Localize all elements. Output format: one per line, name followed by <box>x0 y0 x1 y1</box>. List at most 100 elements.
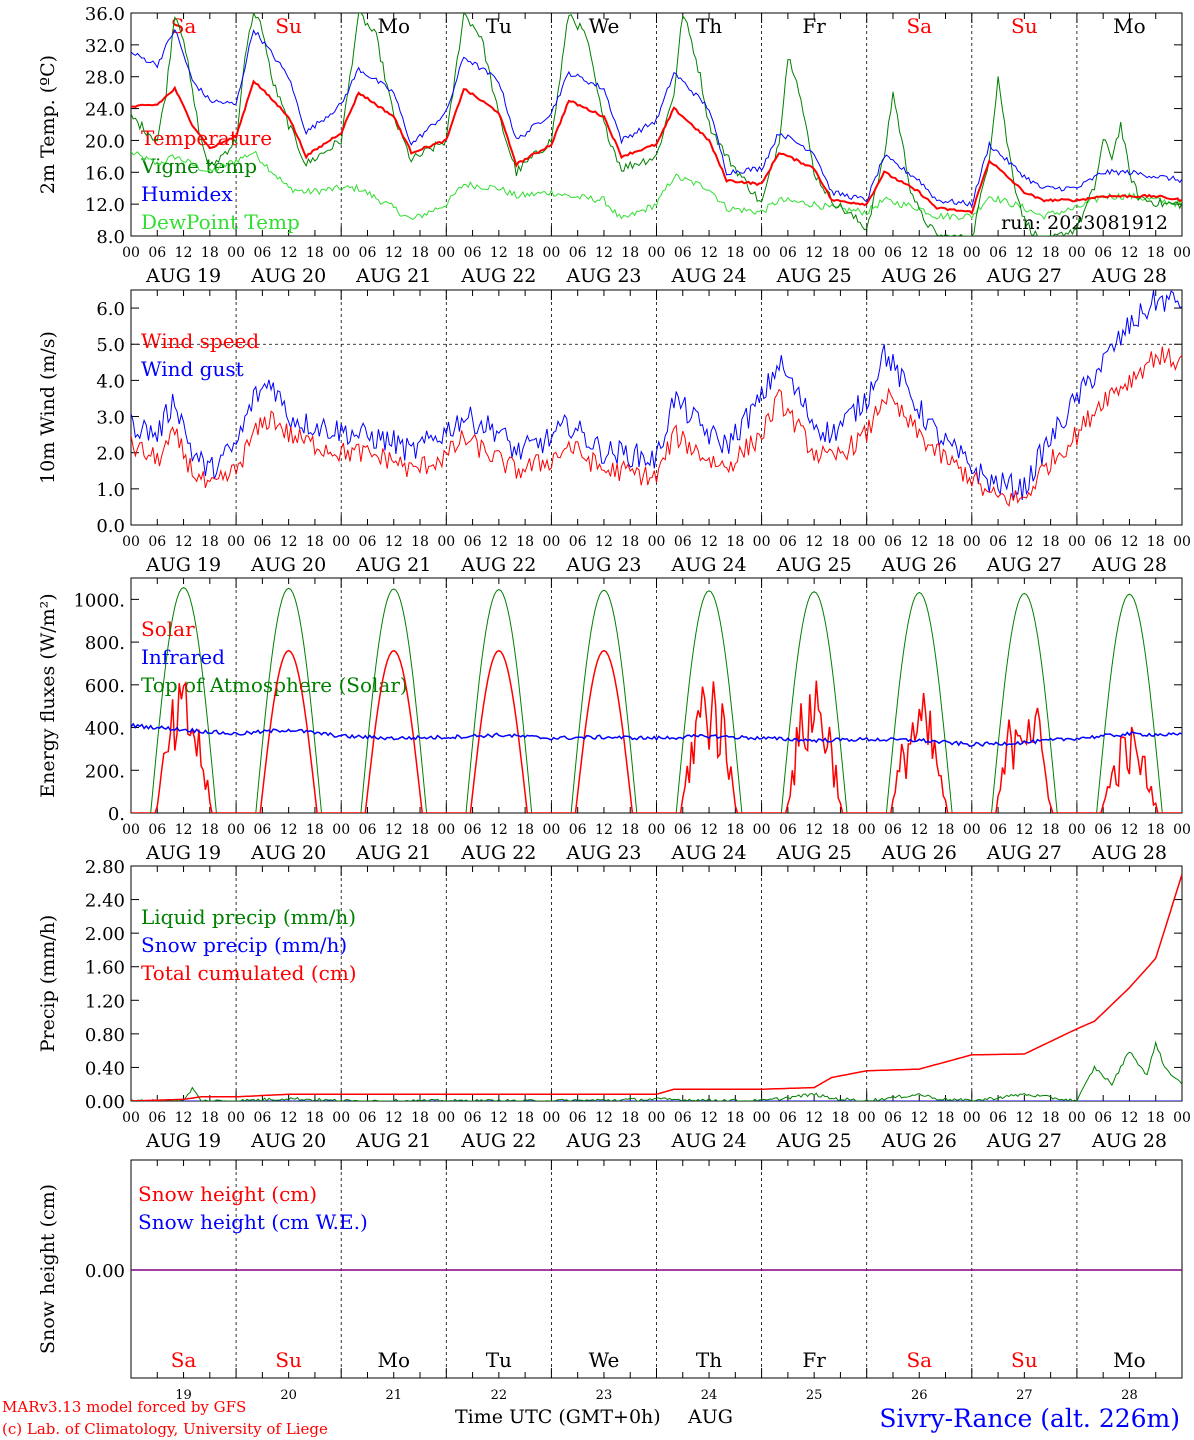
hour-tick-label: 18 <box>201 534 219 550</box>
y-tick-label: 0.0 <box>96 516 125 537</box>
hour-tick-label: 00 <box>122 822 140 838</box>
y-tick-label: 1.60 <box>85 958 125 979</box>
hour-tick-label: 18 <box>832 534 850 550</box>
y-tick-label: 24.0 <box>85 100 125 121</box>
hour-tick-label: 00 <box>648 822 666 838</box>
date-label: AUG 25 <box>776 265 852 287</box>
x-axis-label: Time UTC (GMT+0h) <box>455 1406 661 1428</box>
y-tick-label: 1000. <box>73 590 125 611</box>
hour-tick-label: 18 <box>621 1110 639 1126</box>
legend-entry: Vigne temp <box>140 154 257 178</box>
weekday-label: We <box>589 1348 620 1372</box>
hour-tick-label: 12 <box>1121 534 1139 550</box>
hour-tick-label: 00 <box>858 1110 876 1126</box>
hour-tick-label: 06 <box>884 1110 902 1126</box>
y-tick-label: 200. <box>85 761 125 782</box>
weekday-label: Su <box>275 1348 302 1372</box>
plot-frame <box>130 12 1183 237</box>
hour-tick-label: 18 <box>726 822 744 838</box>
date-label: AUG 25 <box>776 554 852 576</box>
date-label: AUG 20 <box>250 842 326 864</box>
hour-tick-label: 12 <box>490 245 508 261</box>
hour-tick-label: 18 <box>1042 245 1060 261</box>
hour-tick-label: 06 <box>359 245 377 261</box>
hour-tick-label: 12 <box>595 245 613 261</box>
hour-tick-label: 18 <box>306 245 324 261</box>
series-line <box>131 290 1182 501</box>
date-label: AUG 20 <box>250 1130 326 1152</box>
hour-tick-label: 18 <box>832 245 850 261</box>
y-tick-label: 4.0 <box>96 371 125 392</box>
hour-tick-label: 06 <box>148 534 166 550</box>
hour-tick-label: 06 <box>989 245 1007 261</box>
date-label: AUG 25 <box>776 842 852 864</box>
hour-tick-label: 00 <box>542 822 560 838</box>
y-tick-label: 16.0 <box>85 163 125 184</box>
hour-tick-label: 00 <box>858 534 876 550</box>
hour-tick-label: 18 <box>726 1110 744 1126</box>
series-total-cumulated-cm- <box>131 874 1182 1101</box>
hour-tick-label: 00 <box>753 245 771 261</box>
y-tick-label: 800. <box>85 633 125 654</box>
date-label: AUG 23 <box>565 842 641 864</box>
hour-tick-label: 06 <box>779 534 797 550</box>
y-axis-label: Energy fluxes (W/m²) <box>37 593 59 797</box>
series-humidex <box>131 28 1182 208</box>
hour-tick-label: 12 <box>175 245 193 261</box>
date-label: AUG 28 <box>1091 265 1167 287</box>
hour-tick-label: 00 <box>542 245 560 261</box>
legend-entry: Wind gust <box>141 357 244 381</box>
y-tick-label: 6.0 <box>96 299 125 320</box>
hour-tick-label: 12 <box>1015 822 1033 838</box>
y-tick-label: 20.0 <box>85 131 125 152</box>
hour-tick-label: 18 <box>1147 1110 1165 1126</box>
hour-tick-label: 18 <box>411 245 429 261</box>
hour-tick-label: 18 <box>937 1110 955 1126</box>
hour-tick-label: 06 <box>253 245 271 261</box>
hour-tick-label: 12 <box>805 822 823 838</box>
hour-tick-label: 18 <box>1147 822 1165 838</box>
date-label: AUG 28 <box>1091 1130 1167 1152</box>
day-number-label: 26 <box>911 1388 928 1403</box>
hour-tick-label: 00 <box>122 245 140 261</box>
hour-tick-label: 00 <box>648 1110 666 1126</box>
weekday-label: Fr <box>802 1348 826 1372</box>
hour-tick-label: 06 <box>464 822 482 838</box>
y-tick-label: 2.80 <box>85 857 125 878</box>
hour-tick-label: 06 <box>674 822 692 838</box>
hour-tick-label: 18 <box>411 1110 429 1126</box>
date-label: AUG 24 <box>670 554 746 576</box>
panel-3: 0. 200. 400. 600. 800. 1000. 00 06 12 18 00 06 12 18 0… <box>37 577 1191 864</box>
hour-tick-label: 12 <box>700 534 718 550</box>
hour-tick-label: 06 <box>359 822 377 838</box>
hour-tick-label: 06 <box>1094 1110 1112 1126</box>
hour-tick-label: 06 <box>1094 822 1112 838</box>
date-label: AUG 23 <box>565 554 641 576</box>
hour-tick-label: 18 <box>201 1110 219 1126</box>
legend-entry: Temperature <box>141 126 272 150</box>
hour-tick-label: 12 <box>1015 245 1033 261</box>
hour-tick-label: 00 <box>332 1110 350 1126</box>
y-tick-label: 5.0 <box>96 335 125 356</box>
y-axis-label: 10m Wind (m/s) <box>37 331 59 484</box>
hour-tick-label: 12 <box>1015 1110 1033 1126</box>
hour-tick-label: 12 <box>910 822 928 838</box>
hour-tick-label: 00 <box>332 245 350 261</box>
hour-tick-label: 18 <box>832 822 850 838</box>
hour-tick-label: 18 <box>937 534 955 550</box>
hour-tick-label: 18 <box>516 1110 534 1126</box>
hour-tick-label: 18 <box>516 822 534 838</box>
weekday-label: Th <box>696 1348 722 1372</box>
hour-tick-label: 00 <box>227 822 245 838</box>
hour-tick-label: 18 <box>201 245 219 261</box>
legend-entry: Liquid precip (mm/h) <box>141 905 356 929</box>
hour-tick-label: 12 <box>280 534 298 550</box>
hour-tick-label: 12 <box>490 534 508 550</box>
hour-tick-label: 12 <box>385 822 403 838</box>
legend-entry: Solar <box>141 617 195 641</box>
hour-tick-label: 18 <box>306 822 324 838</box>
hour-tick-label: 00 <box>122 534 140 550</box>
legend-entry: Humidex <box>141 182 233 206</box>
hour-tick-label: 00 <box>332 534 350 550</box>
month-label: AUG <box>687 1406 733 1428</box>
